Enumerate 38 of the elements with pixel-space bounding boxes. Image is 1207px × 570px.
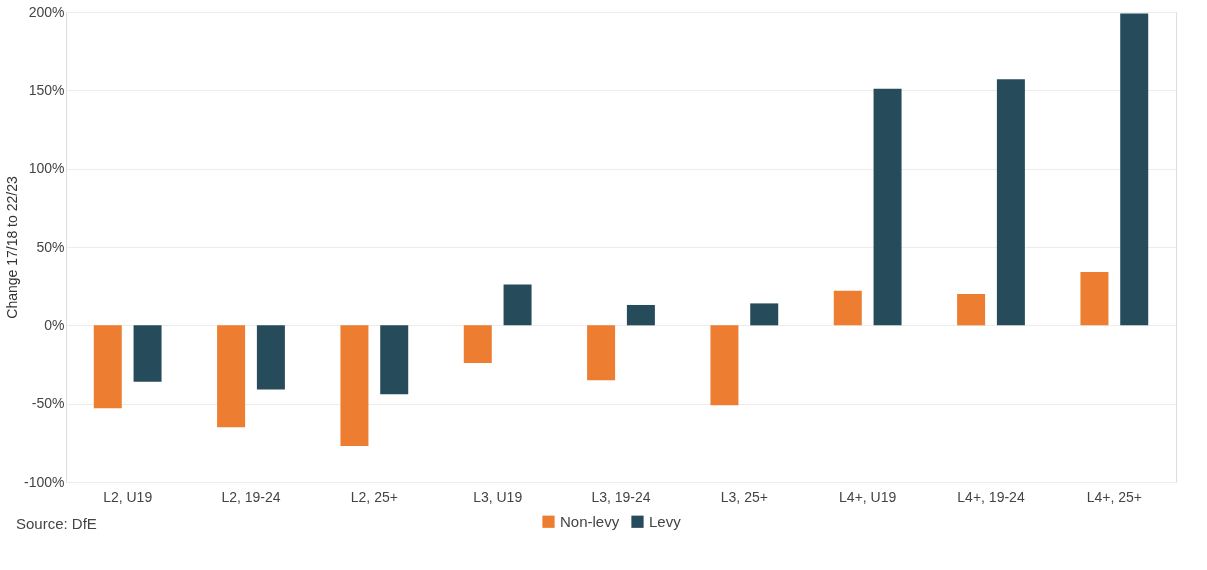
source-note: Source: DfE: [16, 515, 97, 532]
y-tick-label: 0%: [44, 316, 65, 333]
x-tick-label: L4+, U19: [839, 488, 897, 505]
bar: [750, 303, 779, 326]
y-tick-label: -100%: [24, 473, 65, 490]
x-tick-label: L4+, 25+: [1086, 488, 1142, 505]
y-tick-label: -50%: [31, 395, 65, 412]
x-tick-label: L3, 19-24: [591, 488, 651, 505]
bar: [133, 325, 162, 382]
y-tick-label: 200%: [28, 3, 65, 20]
legend-label: Levy: [649, 512, 682, 530]
bar: [463, 325, 492, 363]
y-tick-label: 100%: [28, 160, 65, 177]
bar: [710, 325, 739, 406]
bar: [1120, 13, 1149, 326]
bar: [93, 325, 122, 409]
bar: [833, 290, 862, 326]
bar: [380, 325, 409, 395]
bar: [626, 304, 655, 326]
bar: [873, 88, 902, 326]
bar: [340, 325, 369, 446]
x-tick-label: L2, 25+: [350, 488, 398, 505]
x-tick-label: L3, U19: [473, 488, 523, 505]
legend-label: Non-levy: [560, 512, 620, 530]
y-tick-label: 50%: [36, 238, 65, 255]
x-tick-label: L4+, 19-24: [957, 488, 1025, 505]
x-tick-label: L2, 19-24: [221, 488, 281, 505]
bar: [996, 79, 1025, 326]
y-axis-title: Change 17/18 to 22/23: [4, 176, 21, 319]
y-tick-label: 150%: [28, 81, 65, 98]
bar: [587, 325, 616, 381]
bar: [957, 294, 986, 326]
x-tick-label: L2, U19: [103, 488, 153, 505]
bar: [503, 284, 532, 326]
bar: [217, 325, 246, 428]
bar: [256, 325, 285, 390]
bar: [1080, 272, 1109, 326]
x-tick-label: L3, 25+: [720, 488, 768, 505]
